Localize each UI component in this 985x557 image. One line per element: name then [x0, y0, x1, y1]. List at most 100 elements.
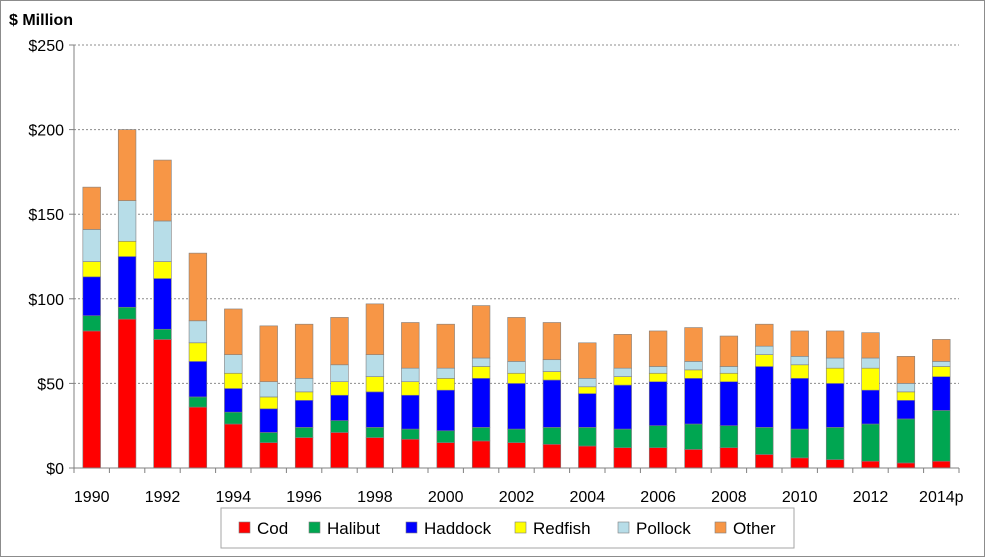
bar-halibut-2005	[613, 428, 632, 448]
bar-other-2002	[507, 317, 526, 362]
bar-halibut-1991	[117, 306, 137, 320]
bar-pollock-2000	[436, 367, 455, 379]
bar-halibut-2004	[578, 427, 597, 447]
bar-halibut-2009	[755, 427, 774, 455]
bar-haddock-2006	[648, 381, 668, 427]
bar-pollock-2012	[861, 357, 880, 369]
bar-redfish-2008	[719, 372, 739, 383]
legend-swatch-haddock	[405, 521, 418, 534]
bar-other-2004	[578, 342, 597, 379]
legend-label-halibut: Halibut	[327, 519, 380, 538]
bar-redfish-1999	[401, 381, 420, 396]
axes: $0 $50 $100 $150 $200 $250 1990 1992 1994 1996 199…	[28, 38, 963, 506]
y-tick-label: $100	[28, 292, 64, 309]
bar-pollock-1997	[330, 364, 349, 383]
bar-other-1999	[401, 322, 420, 369]
legend-swatch-cod	[238, 521, 251, 534]
bar-halibut-1997	[330, 420, 349, 433]
bar-pollock-2001	[471, 357, 491, 367]
bar-cod-2014p	[932, 460, 951, 469]
bar-other-1991	[117, 129, 137, 201]
legend-box	[220, 507, 795, 549]
y-tick-label: $0	[46, 461, 64, 478]
bar-haddock-2003	[542, 379, 562, 428]
bar-halibut-2013	[896, 418, 916, 464]
bar-haddock-1997	[330, 394, 349, 421]
y-tick-label: $150	[28, 207, 64, 224]
bar-haddock-1999	[401, 394, 420, 430]
bar-haddock-2008	[719, 381, 739, 427]
x-tick-label: 2004	[570, 489, 606, 506]
bar-halibut-2003	[542, 427, 562, 445]
bar-cod-1999	[401, 438, 420, 469]
bar-pollock-1993	[188, 320, 208, 344]
bar-haddock-2002	[507, 383, 526, 430]
bar-other-2013	[896, 356, 916, 384]
bar-cod-2004	[578, 445, 597, 469]
x-tick-label: 1990	[74, 489, 110, 506]
bar-pollock-1994	[224, 354, 243, 374]
bar-other-2010	[790, 330, 809, 357]
bar-other-1993	[188, 252, 208, 322]
bar-haddock-1990	[82, 276, 101, 317]
bar-pollock-2005	[613, 367, 632, 377]
bar-other-2006	[648, 330, 668, 367]
bar-haddock-1992	[153, 278, 172, 330]
bar-cod-2002	[507, 442, 526, 469]
bar-halibut-1999	[401, 428, 420, 440]
bar-pollock-2007	[684, 361, 703, 371]
bar-haddock-1998	[365, 391, 385, 428]
y-axis-unit-label: $ Million	[9, 12, 73, 29]
bar-pollock-1998	[365, 354, 385, 377]
bar-other-1994	[224, 308, 243, 355]
bar-halibut-2014p	[932, 410, 951, 462]
bar-redfish-1990	[82, 261, 101, 278]
legend-label-other: Other	[733, 519, 776, 538]
bar-pollock-2010	[790, 356, 809, 366]
bar-pollock-2014p	[932, 361, 951, 367]
bar-halibut-1998	[365, 427, 385, 438]
bar-haddock-2010	[790, 378, 809, 430]
bar-cod-2006	[648, 447, 668, 469]
bar-cod-1991	[117, 318, 137, 469]
x-tick-label: 1994	[216, 489, 252, 506]
bar-halibut-2011	[825, 427, 845, 460]
bar-other-2001	[471, 305, 491, 359]
y-tick-label: $50	[37, 376, 64, 393]
bar-other-2009	[755, 323, 774, 347]
bar-pollock-2008	[719, 366, 739, 374]
bar-pollock-1996	[294, 378, 314, 393]
bar-other-2000	[436, 323, 455, 369]
bar-haddock-2009	[755, 366, 774, 428]
bar-redfish-1993	[188, 342, 208, 362]
bar-halibut-2000	[436, 430, 455, 443]
bar-haddock-2013	[896, 400, 916, 420]
bar-other-2003	[542, 322, 562, 361]
bar-other-2014p	[932, 339, 951, 362]
x-tick-label: 2008	[711, 489, 747, 506]
bar-haddock-2014p	[932, 376, 951, 411]
bar-haddock-2007	[684, 378, 703, 425]
bar-haddock-2000	[436, 389, 455, 432]
bar-pollock-2009	[755, 345, 774, 355]
bar-redfish-2014p	[932, 366, 951, 377]
legend-label-cod: Cod	[257, 519, 288, 538]
bar-redfish-1996	[294, 391, 314, 401]
bar-halibut-1992	[153, 328, 172, 340]
x-tick-label: 1992	[145, 489, 181, 506]
bar-redfish-2007	[684, 369, 703, 379]
bar-cod-2010	[790, 457, 809, 469]
bar-redfish-2011	[825, 367, 845, 384]
x-tick-label: 1998	[357, 489, 393, 506]
bar-cod-2013	[896, 462, 916, 469]
bar-pollock-1991	[117, 200, 137, 242]
bar-redfish-1995	[259, 396, 278, 410]
bar-redfish-2003	[542, 371, 562, 381]
legend-swatch-other	[714, 521, 727, 534]
bar-haddock-1993	[188, 361, 208, 398]
bar-redfish-2006	[648, 372, 668, 383]
bar-other-2012	[861, 332, 880, 359]
bar-other-1995	[259, 325, 278, 383]
bar-other-2011	[825, 330, 845, 359]
